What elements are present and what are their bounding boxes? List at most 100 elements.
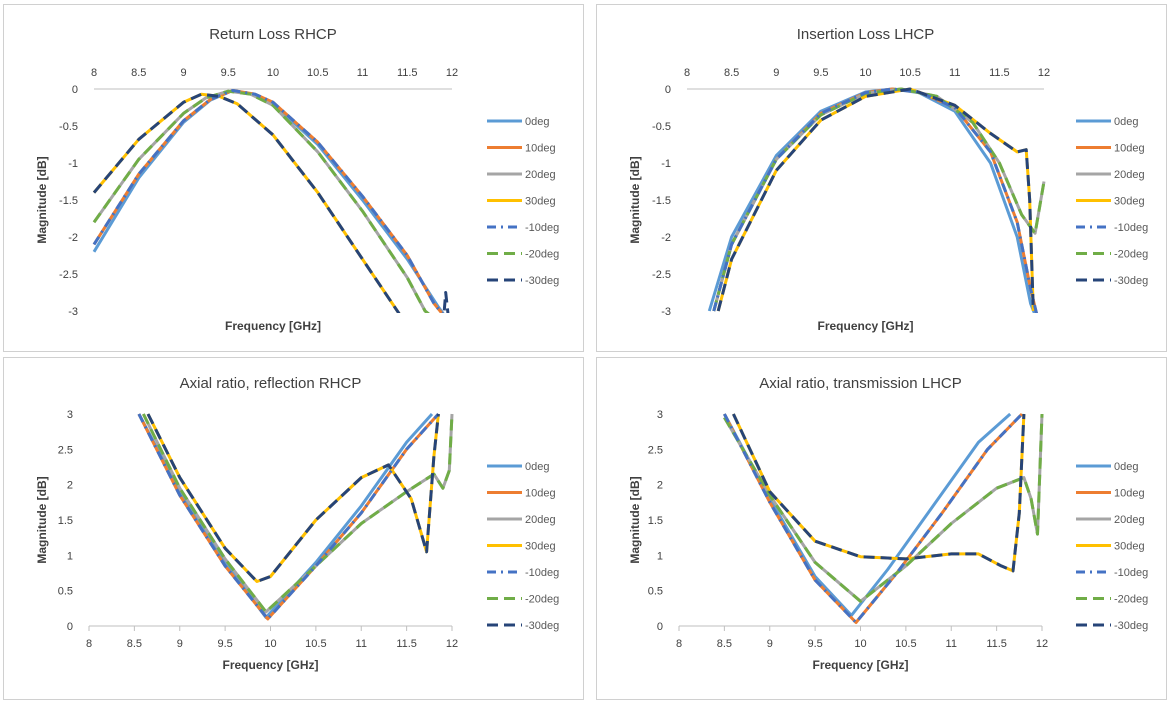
series-line-10deg (137, 412, 440, 621)
series-line--10deg (712, 87, 1038, 313)
y-tick-label: -2.5 (59, 269, 78, 281)
x-tick-label: 9 (767, 638, 773, 650)
x-tick-label: 10.5 (895, 638, 916, 650)
x-tick-label: 8 (86, 638, 92, 650)
x-tick-label: 11.5 (986, 638, 1007, 650)
y-tick-label: 2 (657, 480, 663, 492)
y-tick-label: 1.5 (648, 515, 663, 527)
series-line--30deg (92, 92, 450, 313)
legend-label: 0deg (1114, 461, 1138, 473)
x-tick-label: 10 (859, 67, 871, 79)
y-tick-label: 0 (657, 621, 663, 633)
x-tick-label: 12 (1038, 67, 1050, 79)
y-axis-label: Magnitude [dB] (35, 476, 49, 563)
series-line--20deg (142, 413, 454, 614)
x-tick-label: 9.5 (217, 638, 232, 650)
y-tick-label: -0.5 (59, 121, 78, 133)
x-tick-label: 11.5 (396, 638, 417, 650)
legend-label: 0deg (525, 461, 549, 473)
y-tick-label: -3 (661, 306, 671, 318)
x-tick-label: 10 (264, 638, 276, 650)
legend-label: 30deg (1114, 196, 1145, 208)
x-tick-label: 12 (1036, 638, 1048, 650)
series-line-0deg (137, 412, 434, 619)
legend-label: 10deg (1114, 143, 1145, 155)
legend-label: 10deg (1114, 488, 1145, 500)
y-tick-label: -0.5 (652, 121, 671, 133)
series-line--20deg (712, 87, 1046, 312)
x-tick-label: 9.5 (221, 67, 236, 79)
y-tick-label: 3 (67, 409, 73, 421)
x-tick-label: 10.5 (307, 67, 328, 79)
legend-label: -30deg (525, 275, 559, 287)
y-axis-label: Magnitude [dB] (628, 476, 642, 563)
legend-label: -10deg (1114, 222, 1148, 234)
x-tick-label: 11.5 (397, 67, 418, 79)
series-group (707, 87, 1046, 313)
chart-axial-ratio-reflection: Axial ratio, reflection RHCP32.521.510.5… (35, 375, 559, 672)
legend-label: 20deg (525, 169, 556, 181)
series-line-10deg (92, 89, 444, 313)
x-tick-label: 10 (267, 67, 279, 79)
y-tick-label: 0 (665, 84, 671, 96)
legend-label: 30deg (525, 196, 556, 208)
x-tick-label: 11 (949, 67, 960, 79)
chart-title: Insertion Loss LHCP (797, 26, 935, 43)
y-tick-label: -2 (68, 232, 78, 244)
x-axis-label: Frequency [GHz] (225, 319, 321, 333)
legend-label: 20deg (1114, 169, 1145, 181)
x-tick-label: 10 (854, 638, 866, 650)
x-tick-label: 8 (684, 67, 690, 79)
x-tick-label: 11 (946, 638, 957, 650)
series-group (92, 89, 450, 313)
legend-label: -30deg (1114, 620, 1148, 632)
series-group (137, 412, 454, 621)
y-tick-label: 1 (657, 550, 663, 562)
series-line--30deg (716, 87, 1035, 312)
y-tick-label: 2.5 (648, 444, 663, 456)
x-tick-label: 9 (177, 638, 183, 650)
series-line--10deg (723, 412, 1024, 624)
y-tick-label: 2.5 (58, 444, 73, 456)
x-tick-label: 11.5 (989, 67, 1010, 79)
series-line-20deg (712, 87, 1046, 312)
legend-label: -20deg (525, 594, 559, 606)
legend-label: -10deg (1114, 567, 1148, 579)
x-tick-label: 8.5 (131, 67, 146, 79)
chart-title: Axial ratio, reflection RHCP (180, 375, 362, 392)
legend-label: -10deg (525, 222, 559, 234)
x-tick-label: 9.5 (813, 67, 828, 79)
x-tick-label: 10.5 (305, 638, 326, 650)
y-axis-label: Magnitude [dB] (628, 156, 642, 243)
x-axis-label: Frequency [GHz] (817, 319, 913, 333)
chart-panel-axial-ratio-transmission: Axial ratio, transmission LHCP 3 2.5 2 1.5 1 0… (596, 357, 1167, 700)
chart-panel-return-loss: Return Loss RHCP 0 -0.5 -1 -1.5 -2 -2.5 -3 8 8.5 9… (3, 4, 584, 352)
chart-title: Return Loss RHCP (209, 26, 337, 43)
x-tick-label: 9.5 (807, 638, 822, 650)
legend-label: -20deg (1114, 594, 1148, 606)
x-tick-label: 12 (446, 638, 458, 650)
series-line--20deg (723, 413, 1044, 603)
legend-label: 0deg (525, 116, 549, 128)
legend-label: 30deg (525, 541, 556, 553)
series-line-30deg (732, 413, 1026, 573)
x-tick-label: 12 (446, 67, 458, 79)
legend-label: 10deg (525, 143, 556, 155)
legend-label: 20deg (1114, 514, 1145, 526)
y-tick-label: 0 (67, 621, 73, 633)
chart-panel-axial-ratio-reflection: Axial ratio, reflection RHCP 3 2.5 2 1.5 1 0.5… (3, 357, 584, 700)
legend-label: -10deg (525, 567, 559, 579)
y-tick-label: 1 (67, 550, 73, 562)
x-tick-label: 10.5 (899, 67, 920, 79)
x-tick-label: 8.5 (717, 638, 732, 650)
legend-label: 30deg (1114, 541, 1145, 553)
x-tick-label: 8 (676, 638, 682, 650)
y-tick-label: 0 (72, 84, 78, 96)
series-line-0deg (723, 412, 1012, 617)
x-tick-label: 8 (91, 67, 97, 79)
y-tick-label: -2 (661, 232, 671, 244)
y-tick-label: 0.5 (58, 586, 73, 598)
y-tick-label: -1.5 (652, 195, 671, 207)
series-group (723, 412, 1044, 624)
y-tick-label: -1 (661, 158, 671, 170)
